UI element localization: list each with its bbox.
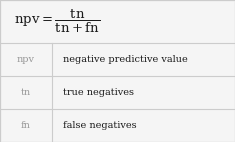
Text: $\mathregular{npv} = \dfrac{\mathregular{tn}}{\mathregular{tn+fn}}$: $\mathregular{npv} = \dfrac{\mathregular… xyxy=(14,8,100,35)
Text: tn: tn xyxy=(21,88,31,97)
Text: negative predictive value: negative predictive value xyxy=(63,55,188,64)
Text: true negatives: true negatives xyxy=(63,88,134,97)
Text: fn: fn xyxy=(21,121,31,130)
Text: npv: npv xyxy=(17,55,35,64)
Text: false negatives: false negatives xyxy=(63,121,137,130)
